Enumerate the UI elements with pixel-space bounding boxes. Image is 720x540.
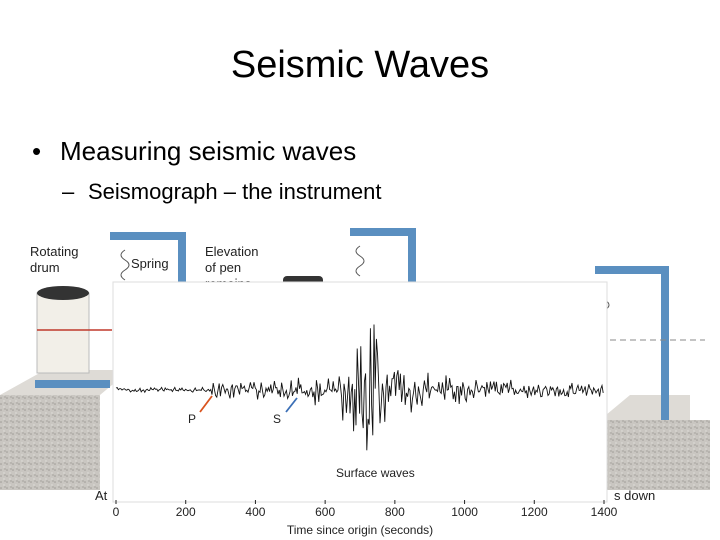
x-tick-label: 200 [176, 505, 196, 519]
frame [350, 228, 416, 290]
frame [110, 232, 186, 290]
x-axis-label: Time since origin (seconds) [287, 523, 433, 537]
figure-label: drum [30, 260, 60, 275]
x-tick-label: 600 [315, 505, 335, 519]
annotation: S [273, 412, 281, 426]
sub-bullet: Seismograph – the instrument [88, 179, 382, 204]
x-tick-label: 0 [113, 505, 120, 519]
seismogram-trace [115, 324, 604, 451]
figure-label: Rotating [30, 244, 78, 259]
figure-label: Spring [131, 256, 169, 271]
bullet-marker: • [32, 136, 42, 166]
slide-title: Seismic Waves [230, 44, 490, 86]
p-arrow [199, 395, 213, 413]
drum [36, 292, 90, 374]
drum-top [37, 286, 89, 300]
figure-label: of pen [205, 260, 241, 275]
annotation: P [188, 412, 196, 426]
base-top [600, 395, 690, 420]
figure-label: s down [614, 488, 655, 503]
base [0, 395, 100, 490]
figure-label: Elevation [205, 244, 258, 259]
x-tick-label: 1400 [591, 505, 618, 519]
annotation: Surface waves [336, 466, 415, 480]
x-tick-label: 1000 [451, 505, 478, 519]
drum-stand [35, 380, 110, 388]
frame [595, 266, 669, 420]
x-tick-label: 400 [245, 505, 265, 519]
base [600, 420, 710, 490]
bullet: Measuring seismic waves [60, 136, 357, 166]
s-arrow [285, 397, 298, 413]
figure-label: At [95, 488, 108, 503]
sub-bullet-marker: – [62, 179, 75, 204]
x-tick-label: 800 [385, 505, 405, 519]
spring [355, 245, 365, 277]
spring [120, 249, 130, 281]
x-tick-label: 1200 [521, 505, 548, 519]
